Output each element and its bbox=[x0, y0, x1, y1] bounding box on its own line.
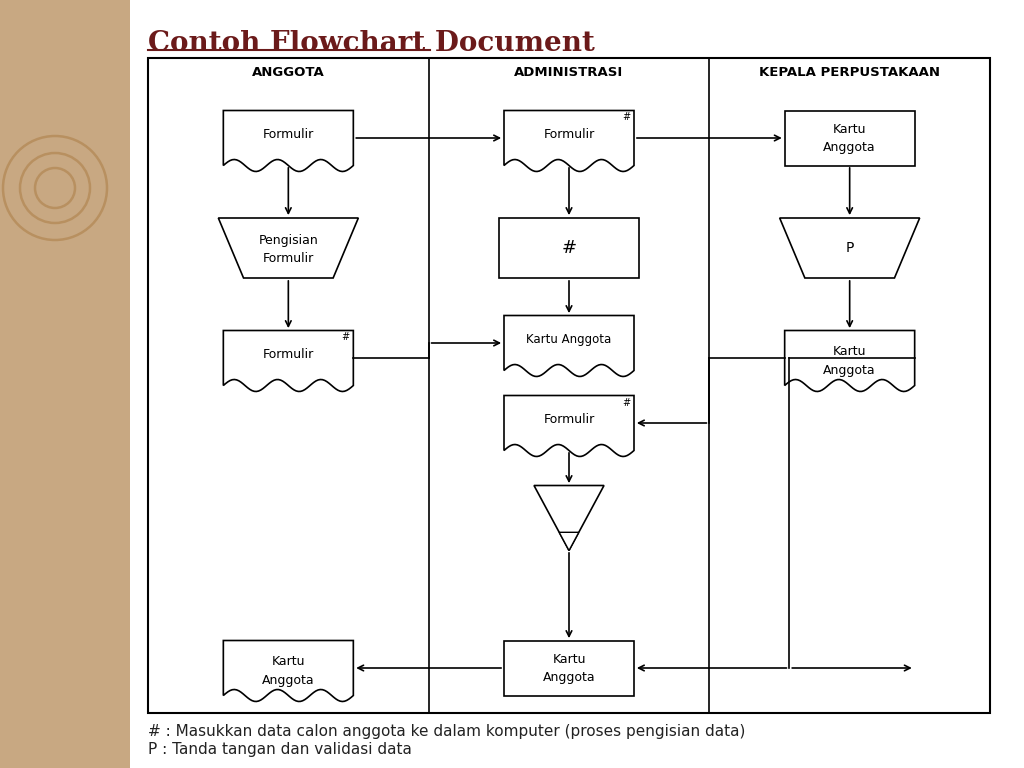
Text: Kartu: Kartu bbox=[552, 654, 586, 667]
Text: Kartu: Kartu bbox=[833, 123, 866, 136]
Text: Pengisian: Pengisian bbox=[258, 234, 318, 247]
Text: Contoh Flowchart Document: Contoh Flowchart Document bbox=[148, 30, 595, 57]
Polygon shape bbox=[504, 111, 634, 171]
Polygon shape bbox=[223, 111, 353, 171]
Text: Anggota: Anggota bbox=[543, 671, 595, 684]
Text: P: P bbox=[846, 241, 854, 255]
Polygon shape bbox=[504, 396, 634, 456]
Polygon shape bbox=[784, 330, 914, 392]
Bar bbox=[0, 0, 130, 768]
Text: Kartu Anggota: Kartu Anggota bbox=[526, 333, 611, 346]
Text: KEPALA PERPUSTAKAAN: KEPALA PERPUSTAKAAN bbox=[759, 66, 940, 79]
Polygon shape bbox=[218, 218, 358, 278]
Text: Anggota: Anggota bbox=[823, 141, 876, 154]
Bar bbox=[499, 218, 639, 278]
Text: #: # bbox=[561, 239, 577, 257]
Text: Kartu: Kartu bbox=[271, 655, 305, 668]
Text: Kartu: Kartu bbox=[833, 345, 866, 358]
Bar bbox=[148, 58, 990, 713]
Text: Formulir: Formulir bbox=[544, 128, 595, 141]
Text: ANGGOTA: ANGGOTA bbox=[252, 66, 325, 79]
Bar bbox=[784, 111, 914, 165]
Polygon shape bbox=[534, 485, 604, 551]
Polygon shape bbox=[223, 641, 353, 701]
Text: Formulir: Formulir bbox=[263, 128, 314, 141]
Text: #: # bbox=[341, 333, 349, 343]
Polygon shape bbox=[779, 218, 920, 278]
Text: P : Tanda tangan dan validasi data: P : Tanda tangan dan validasi data bbox=[148, 742, 412, 757]
Bar bbox=[504, 641, 634, 696]
Text: Formulir: Formulir bbox=[263, 253, 314, 265]
Text: #: # bbox=[622, 112, 630, 123]
Text: ADMINISTRASI: ADMINISTRASI bbox=[514, 66, 624, 79]
Text: # : Masukkan data calon anggota ke dalam komputer (proses pengisian data): # : Masukkan data calon anggota ke dalam… bbox=[148, 724, 745, 739]
Text: Anggota: Anggota bbox=[823, 363, 876, 376]
Polygon shape bbox=[504, 316, 634, 376]
Text: Anggota: Anggota bbox=[262, 674, 314, 687]
Text: #: # bbox=[622, 398, 630, 408]
Polygon shape bbox=[223, 330, 353, 392]
Text: Formulir: Formulir bbox=[544, 413, 595, 426]
Text: Formulir: Formulir bbox=[263, 348, 314, 361]
Polygon shape bbox=[559, 532, 579, 551]
